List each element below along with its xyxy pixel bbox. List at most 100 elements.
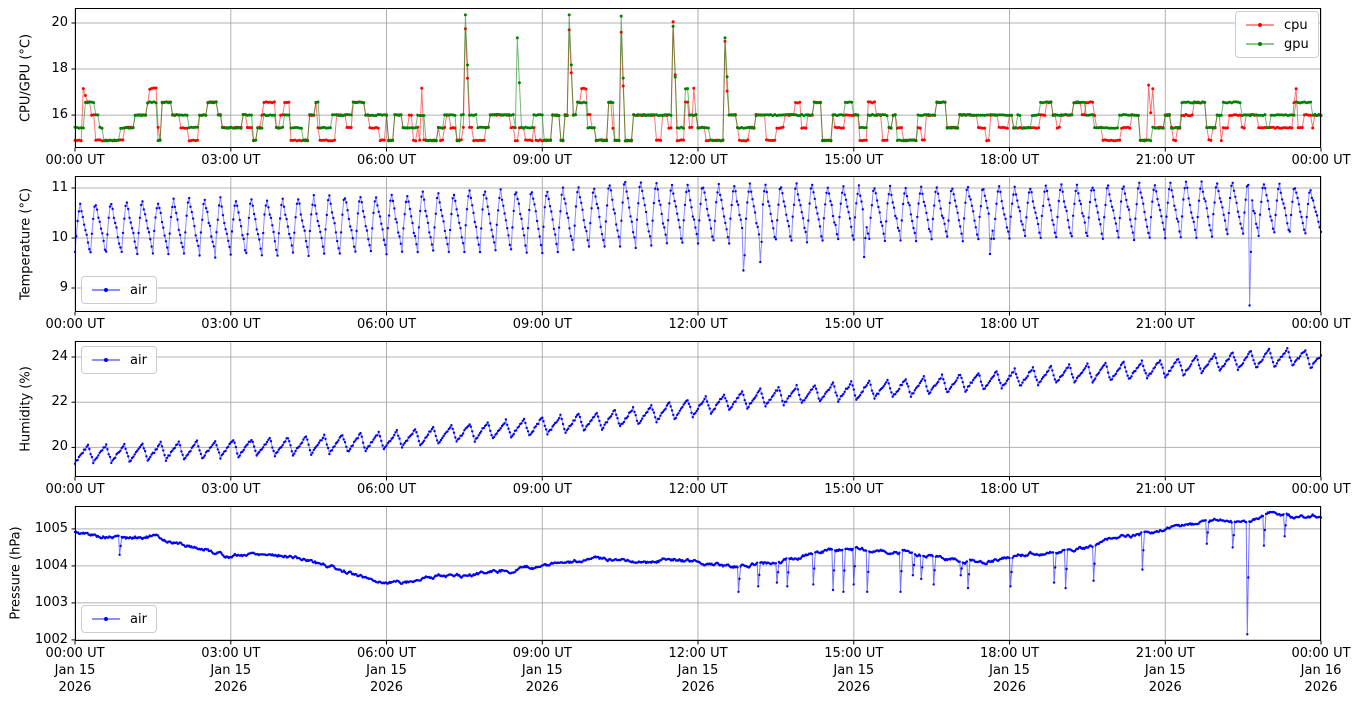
x-tick-label: 21:00 UT xyxy=(1135,317,1195,332)
x-tick-label: 00:00 UT xyxy=(45,317,105,332)
x-tick-label: 06:00 UT xyxy=(356,317,417,332)
x-tick-label: 15:00 UT xyxy=(824,482,884,497)
x-tick-label: 12:00 UT xyxy=(668,317,728,332)
legend-line-marker-sample xyxy=(1246,42,1274,46)
series-markers-air_pres xyxy=(73,510,1323,636)
x-tick-label: 15:00 UT xyxy=(824,153,884,168)
legend-label: air xyxy=(130,352,147,368)
y-tick-label: 10 xyxy=(51,230,68,245)
x-tick-label: 18:00 UT xyxy=(979,317,1040,332)
x-date-label: Jan 16 xyxy=(1300,663,1342,678)
x-tick-label: 09:00 UT xyxy=(512,646,572,661)
legend-label: gpu xyxy=(1284,36,1309,52)
legend-label: air xyxy=(130,611,147,627)
legend-entry: cpu xyxy=(1245,16,1309,34)
x-tick-label: 12:00 UT xyxy=(668,482,728,497)
x-tick-label: 00:00 UT xyxy=(1291,317,1351,332)
legend: air xyxy=(81,346,157,374)
axes-spines xyxy=(75,341,1321,477)
axes-spines xyxy=(75,176,1321,312)
plot-area xyxy=(71,176,1323,316)
y-tick-label: 20 xyxy=(51,439,68,455)
y-tick-label: 22 xyxy=(51,394,68,410)
x-tick-label: 00:00 UT xyxy=(1291,153,1351,168)
x-date-label: Jan 15 xyxy=(54,663,96,678)
x-tick-label: 18:00 UT xyxy=(979,646,1040,661)
x-date-label: 2026 xyxy=(369,680,404,695)
plot-area xyxy=(71,506,1323,645)
x-tick-label: 09:00 UT xyxy=(512,482,572,497)
x-tick-label: 06:00 UT xyxy=(356,153,417,168)
legend: air xyxy=(81,276,157,304)
x-tick-label: 00:00 UT xyxy=(1291,482,1351,497)
x-tick-label: 09:00 UT xyxy=(512,317,572,332)
x-tick-label: 21:00 UT xyxy=(1135,482,1195,497)
x-tick-label: 03:00 UT xyxy=(201,482,261,497)
y-tick-label: 16 xyxy=(51,107,68,123)
y-tick-label: 9 xyxy=(59,280,68,295)
x-date-label: Jan 15 xyxy=(833,663,875,678)
x-date-label: 2026 xyxy=(525,680,559,695)
series-markers-air_hum xyxy=(73,347,1323,465)
y-tick-label: 1004 xyxy=(34,557,68,573)
x-tick-label: 03:00 UT xyxy=(201,646,261,661)
legend-entry: air xyxy=(91,281,147,299)
x-date-label: 2026 xyxy=(1148,680,1182,695)
y-tick-label: 11 xyxy=(51,180,68,195)
legend: air xyxy=(81,605,157,633)
plot-area xyxy=(71,341,1323,481)
x-date-label: 2026 xyxy=(992,680,1027,695)
x-date-label: 2026 xyxy=(837,680,871,695)
x-date-label: 2026 xyxy=(214,680,248,695)
y-tick-label: 1003 xyxy=(34,594,68,610)
x-tick-label: 03:00 UT xyxy=(201,153,261,168)
axes-spines xyxy=(75,506,1321,641)
x-tick-label: 15:00 UT xyxy=(824,646,884,661)
x-tick-label: 06:00 UT xyxy=(356,482,417,497)
y-tick-label: 1002 xyxy=(34,631,68,647)
legend-label: cpu xyxy=(1284,17,1308,33)
chart-pressure: Pressure (hPa) 1002 1003 1004 1005 00:00 UT J… xyxy=(0,506,1363,707)
legend-line-marker-sample xyxy=(92,617,120,621)
x-tick-label: 18:00 UT xyxy=(979,482,1040,497)
chart-humidity: Humidity (%) 20 22 24 00:00 UT 03:00 UT 06:00… xyxy=(0,341,1363,506)
x-tick-label: 00:00 UT xyxy=(45,482,105,497)
x-date-label: 2026 xyxy=(1304,680,1338,695)
axes-spines xyxy=(75,8,1321,148)
x-date-label: Jan 15 xyxy=(677,663,719,678)
y-tick-label: 1005 xyxy=(34,520,68,536)
y-tick-label: 18 xyxy=(51,61,68,77)
x-tick-label: 03:00 UT xyxy=(201,317,261,332)
legend: cpu gpu xyxy=(1235,11,1319,58)
x-tick-label: 00:00 UT xyxy=(45,646,105,661)
x-tick-label: 09:00 UT xyxy=(512,153,572,168)
x-tick-label: 00:00 UT xyxy=(1291,646,1351,661)
plot-area xyxy=(71,8,1323,152)
x-date-label: Jan 15 xyxy=(366,663,407,678)
x-tick-label: 21:00 UT xyxy=(1135,153,1195,168)
x-date-label: 2026 xyxy=(681,680,715,695)
x-tick-label: 18:00 UT xyxy=(979,153,1040,168)
x-tick-label: 12:00 UT xyxy=(668,153,728,168)
y-tick-label: 24 xyxy=(51,349,68,365)
legend-entry: air xyxy=(91,610,147,628)
x-date-label: 2026 xyxy=(58,680,92,695)
x-tick-label: 12:00 UT xyxy=(668,646,728,661)
x-date-label: Jan 15 xyxy=(1144,663,1186,678)
legend-line-marker-sample xyxy=(92,358,120,362)
legend-entry: gpu xyxy=(1245,35,1309,53)
series-markers-air_temp xyxy=(73,180,1323,307)
y-tick-label: 20 xyxy=(51,14,68,30)
legend-line-marker-sample xyxy=(1246,23,1274,27)
chart-temperature: Temperature (°C) 9 10 11 00:00 UT 03:00 UT 06… xyxy=(0,176,1363,341)
legend-line-marker-sample xyxy=(92,288,120,292)
chart-cpu-gpu: CPU/GPU (°C) 16 18 20 00:00 UT 03:00 UT 06:00… xyxy=(0,8,1363,176)
legend-label: air xyxy=(130,282,147,298)
x-tick-label: 15:00 UT xyxy=(824,317,884,332)
x-date-label: Jan 15 xyxy=(989,663,1030,678)
x-tick-label: 06:00 UT xyxy=(356,646,417,661)
x-date-label: Jan 15 xyxy=(521,663,563,678)
x-tick-label: 21:00 UT xyxy=(1135,646,1195,661)
x-date-label: Jan 15 xyxy=(210,663,252,678)
